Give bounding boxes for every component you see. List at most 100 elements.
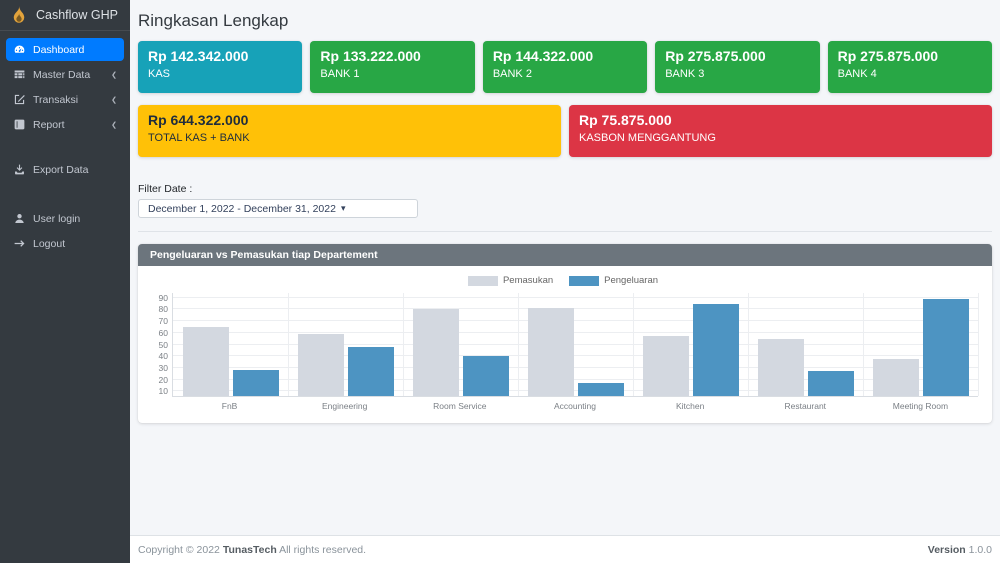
y-tick-label: 90: [158, 292, 168, 303]
tachometer-icon: [14, 45, 25, 53]
sidebar: Cashflow GHP Dashboard Master Data ❮ Tra…: [0, 0, 130, 563]
sidebar-item-export-data[interactable]: Export Data: [6, 158, 124, 181]
date-range-input[interactable]: December 1, 2022 - December 31, 2022 ▾: [138, 199, 418, 218]
y-gridline: [173, 390, 978, 392]
bar-group-kitchen: [633, 293, 748, 396]
y-tick-label: 80: [158, 304, 168, 315]
legend-swatch-icon: [569, 275, 600, 286]
bar-pemasukan: [757, 338, 804, 396]
bar-group-fnb: [173, 293, 288, 396]
footer-version: Version 1.0.0: [928, 544, 992, 556]
sidebar-item-label: Report: [33, 118, 65, 131]
sidebar-item-user-login[interactable]: User login: [6, 207, 124, 230]
sidebar-nav: Dashboard Master Data ❮ Transaksi ❮ Repo…: [0, 31, 130, 257]
sidebar-item-transaksi[interactable]: Transaksi ❮: [6, 88, 124, 111]
card-label: KAS: [148, 67, 171, 80]
y-tick-label: 60: [158, 327, 168, 338]
card-amount: Rp 133.222.000: [320, 48, 421, 64]
sidebar-item-label: Dashboard: [33, 43, 85, 56]
bar-pemasukan: [297, 333, 344, 396]
bar-groups: [173, 293, 978, 396]
sidebar-item-label: User login: [33, 212, 81, 225]
edit-icon: [14, 94, 25, 105]
legend-item-pemasukan[interactable]: Pemasukan: [467, 275, 554, 286]
bar-group-room-service: [403, 293, 518, 396]
legend-swatch-icon: [467, 275, 498, 286]
x-category-label: Restaurant: [784, 401, 827, 411]
flame-logo-icon: [13, 6, 25, 23]
card-label: BANK 4: [837, 67, 877, 80]
bar-pengeluaran: [462, 356, 509, 396]
x-gridline: [288, 293, 289, 396]
y-gridline: [173, 320, 978, 322]
legend-label: Pemasukan: [502, 275, 554, 286]
y-tick-label: 70: [158, 315, 168, 326]
caret-down-icon: ▾: [340, 203, 346, 213]
card-label: BANK 1: [320, 67, 360, 80]
card-amount: Rp 75.875.000: [579, 112, 672, 128]
card-amount: Rp 142.342.000: [148, 48, 249, 64]
bar-pengeluaran: [807, 371, 854, 396]
chart-panel: Pengeluaran vs Pemasukan tiap Departemen…: [138, 244, 992, 423]
bar-chart: 10 20 30 40 50 60 70 80 90 FnB Engineering Room Se…: [159, 293, 979, 411]
bar-group-accounting: [518, 293, 633, 396]
bar-pemasukan: [412, 309, 459, 396]
y-gridline: [173, 355, 978, 357]
user-icon: [15, 214, 24, 223]
filter-section: Filter Date : December 1, 2022 - Decembe…: [138, 183, 992, 218]
sidebar-item-label: Export Data: [33, 163, 89, 176]
card-bank-3: Rp 275.875.000 BANK 3: [655, 41, 820, 93]
x-gridline: [403, 293, 404, 396]
footer-brand: TunasTech: [222, 543, 277, 556]
bar-group-meeting-room: [863, 293, 978, 396]
page-title: Ringkasan Lengkap: [138, 11, 289, 30]
card-bank-4: Rp 275.875.000 BANK 4: [827, 41, 993, 93]
brand-title: Cashflow GHP: [36, 8, 118, 22]
bar-pemasukan: [872, 358, 919, 396]
filter-date-label: Filter Date :: [138, 183, 193, 195]
bar-pengeluaran: [577, 383, 624, 396]
sidebar-item-dashboard[interactable]: Dashboard: [6, 38, 124, 61]
summary-cards-row: Rp 142.342.000 KAS Rp 133.222.000 BANK 1…: [138, 41, 993, 93]
y-tick-label: 20: [158, 374, 168, 385]
date-range-value: December 1, 2022 - December 31, 2022: [148, 202, 336, 215]
x-gridline: [748, 293, 749, 396]
card-kas: Rp 142.342.000 KAS: [138, 41, 303, 93]
x-category-label: Engineering: [322, 401, 368, 411]
bar-pengeluaran: [347, 346, 394, 396]
x-category-label: Kitchen: [675, 401, 705, 411]
chart-panel-title: Pengeluaran vs Pemasukan tiap Departemen…: [138, 244, 992, 266]
chart-legend: Pemasukan Pengeluaran: [144, 275, 982, 286]
chevron-left-icon: ❮: [111, 96, 117, 104]
sidebar-item-report[interactable]: Report ❮: [6, 113, 124, 136]
card-kasbon-menggantung: Rp 75.875.000 KASBON MENGGANTUNG: [569, 105, 992, 157]
divider: [138, 231, 992, 232]
total-cards-row: Rp 644.322.000 TOTAL KAS + BANK Rp 75.87…: [138, 105, 992, 157]
card-label: BANK 2: [492, 67, 532, 80]
copyright-suffix: All rights reserved.: [279, 543, 367, 556]
chart-panel-body: Pemasukan Pengeluaran 10 20 30 40 50 60 70 80 90 …: [138, 266, 992, 423]
sidebar-item-master-data[interactable]: Master Data ❮: [6, 63, 124, 86]
sidebar-item-label: Logout: [33, 237, 66, 250]
book-icon: [14, 119, 25, 130]
y-gridline: [173, 366, 978, 368]
footer: Copyright © 2022 TunasTech All rights res…: [130, 535, 1000, 563]
card-amount: Rp 644.322.000: [148, 112, 249, 128]
bar-pemasukan: [642, 336, 689, 396]
legend-item-pengeluaran[interactable]: Pengeluaran: [569, 275, 658, 286]
brand: Cashflow GHP: [0, 0, 130, 31]
sidebar-item-label: Transaksi: [33, 93, 79, 106]
bar-pengeluaran: [922, 298, 969, 396]
x-gridline: [518, 293, 519, 396]
x-gridline: [633, 293, 634, 396]
sidebar-item-logout[interactable]: Logout: [6, 232, 124, 255]
x-category-label: FnB: [221, 401, 238, 411]
footer-copyright: Copyright © 2022 TunasTech All rights res…: [138, 544, 369, 556]
card-amount: Rp 144.322.000: [492, 48, 594, 64]
y-gridline: [173, 378, 978, 380]
copyright-prefix: Copyright © 2022: [138, 543, 220, 556]
bar-group-restaurant: [748, 293, 863, 396]
table-icon: [14, 70, 26, 79]
card-label: BANK 3: [665, 67, 705, 80]
card-label: KASBON MENGGANTUNG: [579, 131, 716, 144]
